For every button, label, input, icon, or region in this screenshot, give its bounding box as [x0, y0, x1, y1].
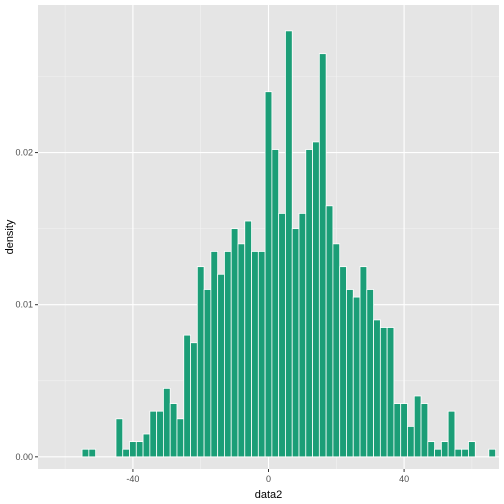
histogram-bar	[203, 289, 212, 458]
histogram-bar	[142, 433, 151, 458]
y-tick-label: 0.02	[15, 148, 33, 158]
histogram-bar	[230, 228, 239, 458]
histogram-bar	[224, 251, 232, 458]
histogram-bar	[393, 403, 402, 458]
histogram-bar	[285, 30, 293, 458]
histogram-bar	[190, 342, 198, 458]
histogram-bar	[427, 441, 435, 458]
x-tick-label: -40	[126, 474, 139, 484]
histogram-bar	[413, 395, 422, 458]
histogram-bar	[461, 448, 469, 458]
histogram-bar	[373, 319, 381, 458]
histogram-bar	[332, 243, 341, 458]
histogram-bars	[81, 30, 497, 458]
histogram-bar	[244, 220, 252, 458]
histogram-bar	[366, 289, 374, 458]
histogram-bar	[339, 266, 347, 458]
x-tick-label: 40	[399, 474, 409, 484]
histogram-bar	[312, 141, 320, 458]
histogram-bar	[468, 441, 476, 458]
histogram-bar	[163, 387, 171, 458]
histogram-bar	[196, 266, 205, 458]
histogram-bar	[176, 418, 185, 458]
histogram-bar	[440, 441, 449, 458]
y-tick-label: 0.01	[15, 300, 33, 310]
y-axis-title: density	[4, 219, 16, 254]
x-axis-title: data2	[255, 489, 283, 501]
histogram-bar	[257, 251, 266, 458]
x-axis-tick-labels: -40 0 40	[126, 474, 409, 484]
histogram-bar	[264, 91, 273, 458]
histogram-bar	[115, 418, 124, 458]
y-axis-tick-labels: 0.00 0.01 0.02	[15, 148, 33, 462]
histogram-bar	[81, 448, 90, 458]
histogram-bar	[318, 53, 327, 458]
histogram-bar	[352, 296, 361, 458]
histogram-bar	[169, 403, 178, 458]
histogram-bar	[420, 403, 429, 458]
histogram-bar	[278, 213, 286, 458]
histogram-bar	[135, 441, 144, 458]
histogram-bar	[291, 228, 300, 458]
histogram-bar	[271, 149, 280, 458]
histogram-bar	[237, 243, 246, 458]
histogram-bar	[305, 149, 313, 458]
histogram-bar	[183, 334, 191, 458]
histogram-bar	[88, 448, 97, 458]
histogram-bar	[298, 213, 307, 458]
histogram-bar	[400, 403, 408, 458]
histogram-bar	[217, 273, 225, 458]
histogram-bar	[488, 448, 497, 458]
histogram-bar	[325, 205, 334, 458]
histogram-bar	[149, 410, 158, 458]
histogram-bar	[386, 327, 395, 458]
histogram-bar	[156, 410, 164, 458]
histogram-bar	[434, 448, 442, 458]
y-tick-label: 0.00	[15, 452, 33, 462]
histogram-bar	[407, 426, 415, 458]
histogram-bar	[346, 289, 354, 458]
histogram-bar	[122, 448, 130, 458]
x-tick-label: 0	[266, 474, 271, 484]
histogram-bar	[447, 410, 456, 458]
histogram-bar	[454, 448, 463, 458]
histogram-bar	[251, 251, 259, 458]
histogram-bar	[210, 251, 219, 458]
histogram-bar	[359, 266, 368, 458]
histogram-bar	[379, 327, 388, 458]
histogram-bar	[129, 441, 137, 458]
axis-ticks	[35, 152, 405, 472]
